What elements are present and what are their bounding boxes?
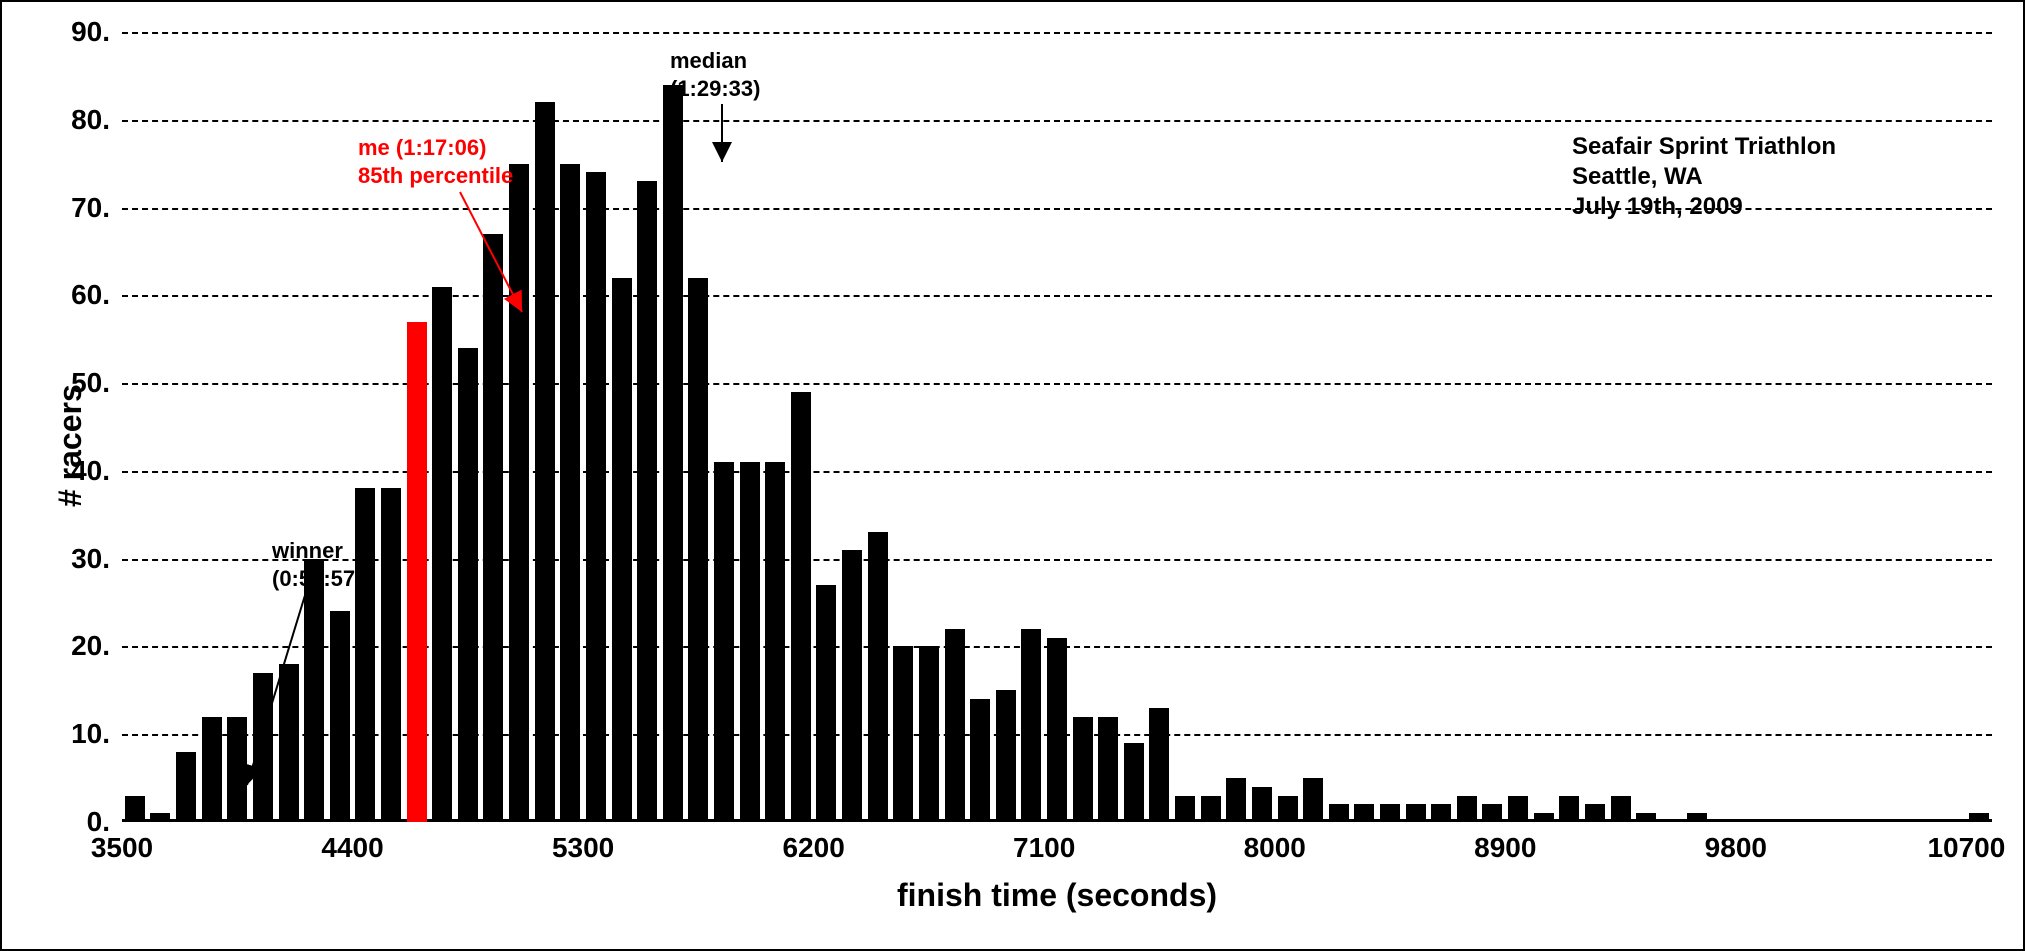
bar <box>1482 804 1502 822</box>
bar <box>125 796 145 822</box>
bar <box>1201 796 1221 822</box>
bar <box>227 717 247 822</box>
gridline <box>122 32 1992 34</box>
x-tick-label: 6200 <box>774 832 854 864</box>
y-tick-label: 60. <box>71 279 110 311</box>
median-annotation: median (1:29:33) <box>670 47 760 102</box>
bar <box>1073 717 1093 822</box>
x-tick-label: 9800 <box>1696 832 1776 864</box>
bar <box>330 611 350 822</box>
bar-highlight <box>407 322 427 822</box>
bar <box>1252 787 1272 822</box>
bar <box>1406 804 1426 822</box>
bar <box>842 550 862 822</box>
bar <box>765 462 785 822</box>
bar <box>304 559 324 822</box>
bar <box>1559 796 1579 822</box>
bar <box>202 717 222 822</box>
bar <box>535 102 555 822</box>
bar <box>1021 629 1041 822</box>
bar <box>253 673 273 822</box>
bar <box>1431 804 1451 822</box>
y-axis-label: # racers <box>52 384 89 507</box>
x-axis-label: finish time (seconds) <box>122 877 1992 914</box>
bar <box>612 278 632 822</box>
bar <box>1354 804 1374 822</box>
bar <box>1585 804 1605 822</box>
bar <box>893 646 913 822</box>
bar <box>1611 796 1631 822</box>
bar <box>919 646 939 822</box>
bar <box>1380 804 1400 822</box>
gridline <box>122 120 1992 122</box>
bar <box>1329 804 1349 822</box>
y-tick-label: 70. <box>71 192 110 224</box>
y-tick-label: 20. <box>71 630 110 662</box>
bar <box>381 488 401 822</box>
y-tick-label: 10. <box>71 718 110 750</box>
x-tick-label: 7100 <box>1004 832 1084 864</box>
bar <box>1226 778 1246 822</box>
bar <box>868 532 888 822</box>
y-tick-label: 80. <box>71 104 110 136</box>
y-tick-label: 90. <box>71 16 110 48</box>
bar <box>279 664 299 822</box>
gridline <box>122 383 1992 385</box>
bar <box>1175 796 1195 822</box>
bar <box>1278 796 1298 822</box>
bar <box>791 392 811 822</box>
bar <box>1508 796 1528 822</box>
y-tick-label: 40. <box>71 455 110 487</box>
x-tick-label: 8900 <box>1465 832 1545 864</box>
x-tick-label: 3500 <box>82 832 162 864</box>
x-tick-label: 10700 <box>1926 832 2006 864</box>
bar <box>1687 813 1707 822</box>
bar <box>1457 796 1477 822</box>
bar <box>1124 743 1144 822</box>
bar <box>996 690 1016 822</box>
bar <box>458 348 478 822</box>
bar <box>1149 708 1169 822</box>
bar <box>1047 638 1067 822</box>
chart-container: # racers winner (0:58:57) me (1:17:06) 85… <box>0 0 2025 951</box>
gridline <box>122 471 1992 473</box>
x-tick-label: 4400 <box>313 832 393 864</box>
bar <box>586 172 606 822</box>
bar <box>1534 813 1554 822</box>
bar <box>816 585 836 822</box>
bar <box>945 629 965 822</box>
bar <box>176 752 196 822</box>
plot-area: winner (0:58:57) me (1:17:06) 85th percen… <box>122 32 1992 822</box>
bar <box>970 699 990 822</box>
event-annotation: Seafair Sprint Triathlon Seattle, WA Jul… <box>1572 132 1836 222</box>
winner-annotation: winner (0:58:57) <box>272 537 362 592</box>
bar <box>714 462 734 822</box>
bar <box>688 278 708 822</box>
bar <box>1636 813 1656 822</box>
bar <box>637 181 657 822</box>
bar <box>740 462 760 822</box>
y-tick-label: 30. <box>71 543 110 575</box>
bar <box>432 287 452 822</box>
bar <box>509 164 529 822</box>
bar <box>483 234 503 822</box>
y-tick-label: 50. <box>71 367 110 399</box>
bar <box>1303 778 1323 822</box>
bar <box>663 85 683 822</box>
gridline <box>122 559 1992 561</box>
me-annotation: me (1:17:06) 85th percentile <box>358 134 513 189</box>
bar <box>150 813 170 822</box>
x-tick-label: 8000 <box>1235 832 1315 864</box>
bar <box>1098 717 1118 822</box>
bar <box>560 164 580 822</box>
gridline <box>122 295 1992 297</box>
bar <box>1969 813 1989 822</box>
x-tick-label: 5300 <box>543 832 623 864</box>
